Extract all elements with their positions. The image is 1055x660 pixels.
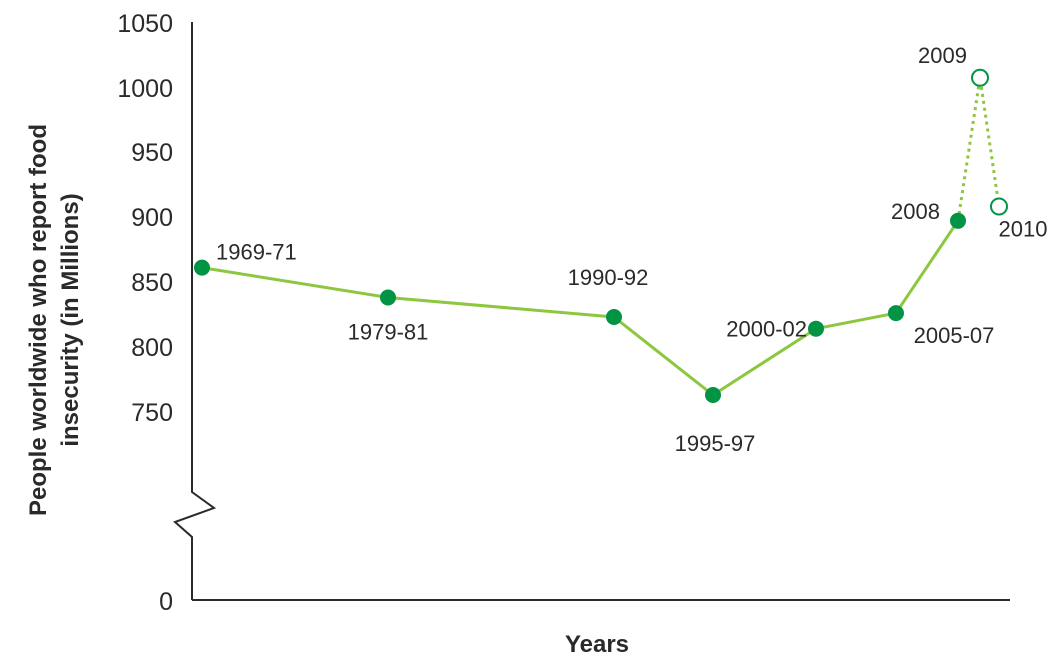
y-axis-title-line-2: insecurity (in Millions): [57, 193, 84, 446]
y-tick-label: 900: [131, 204, 173, 232]
data-point-1995-97: [705, 387, 721, 403]
y-tick-label: 1050: [117, 10, 173, 38]
data-point-2000-02: [808, 320, 824, 337]
data-point-2005-07: [888, 305, 904, 322]
y-axis: [173, 22, 217, 600]
series-line-dotted: [956, 77, 1001, 222]
y-tick-label: 800: [131, 334, 173, 362]
data-point-2008: [950, 212, 966, 229]
y-tick-label: 950: [131, 139, 173, 167]
data-label-2005-07: 2005-07: [914, 323, 995, 348]
data-label-2000-02: 2000-02: [726, 317, 807, 342]
data-point-2010: [990, 197, 1008, 216]
data-label-2010: 2010: [999, 217, 1048, 242]
data-label-1990-92: 1990-92: [568, 265, 649, 290]
x-axis-title: Years: [565, 631, 629, 658]
series-line-solid: [201, 219, 960, 397]
data-point-1979-81: [380, 289, 396, 306]
y-tick-label: 850: [131, 269, 173, 297]
y-axis-title: People worldwide who report food insecur…: [25, 124, 84, 516]
y-tick-label: 1000: [117, 75, 173, 103]
y-axis-title-line-1: People worldwide who report food: [25, 124, 52, 516]
y-tick-label: 750: [131, 399, 173, 427]
data-label-2009: 2009: [918, 43, 967, 68]
data-label-1969-71: 1969-71: [216, 240, 297, 265]
y-tick-label: 0: [159, 588, 173, 616]
data-label-2008: 2008: [891, 199, 940, 224]
data-point-1990-92: [606, 309, 622, 325]
data-point-1969-71: [194, 259, 210, 276]
data-label-1979-81: 1979-81: [348, 320, 429, 345]
data-point-2009: [971, 68, 989, 87]
data-points: 1969-71 1979-81 1990-92 1995-97 2000-02 2005-…: [194, 43, 1047, 456]
data-label-1995-97: 1995-97: [675, 431, 756, 456]
